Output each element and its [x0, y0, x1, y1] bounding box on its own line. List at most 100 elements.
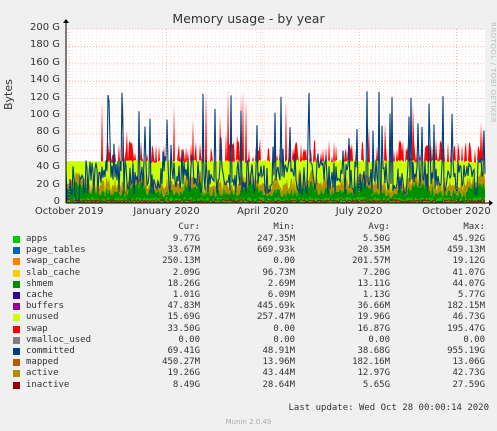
- legend-swatch: [13, 348, 20, 355]
- y-tick-label: 200 G: [29, 22, 60, 33]
- legend-row-page-tables: page_tables 33.67M 669.93k 20.35M 459.13M: [0, 245, 497, 257]
- legend-series-name: vmalloc_used: [26, 334, 92, 345]
- x-tick-label: January 2020: [133, 206, 200, 217]
- legend-cur: 15.69G: [167, 312, 200, 323]
- legend-max: 459.13M: [447, 245, 485, 256]
- legend-header-max: Max:: [463, 222, 485, 232]
- y-tick-label: 160 G: [29, 56, 60, 68]
- legend-avg: 12.97G: [357, 368, 390, 379]
- legend-max: 27.59G: [452, 379, 485, 390]
- legend-cur: 250.13M: [162, 256, 200, 267]
- y-tick-label: 40 G: [36, 161, 60, 173]
- legend-series-name: inactive: [26, 379, 70, 390]
- legend-header: Cur: Min: Avg: Max:: [0, 222, 497, 234]
- chart-area: Memory usage - by year Bytes RRDTOOL / T…: [2, 11, 497, 217]
- legend-row-vmalloc-used: vmalloc_used 0.00 0.00 0.00 0.00: [0, 335, 497, 347]
- legend-swatch: [13, 359, 20, 367]
- y-axis-arrow: [63, 19, 69, 23]
- legend-max: 5.77G: [457, 290, 485, 300]
- legend-max: 955.19G: [447, 346, 485, 356]
- legend-header-min: Min:: [273, 222, 295, 232]
- legend-min: 28.64M: [262, 379, 295, 390]
- legend-cur: 1.01G: [172, 290, 200, 300]
- y-tick-label: 120 G: [29, 91, 60, 103]
- legend-swatch: [13, 303, 20, 311]
- legend-avg: 20.35M: [357, 245, 390, 256]
- line-inactive: [65, 198, 486, 204]
- chart-svg: [63, 19, 493, 206]
- legend-cur: 18.26G: [167, 278, 200, 289]
- legend-min: 669.93k: [257, 245, 295, 256]
- y-tick-label: 140 G: [29, 74, 60, 86]
- legend-series-name: active: [26, 368, 59, 379]
- legend-swatch: [13, 247, 20, 255]
- y-tick-label: 60 G: [36, 143, 60, 155]
- legend-swatch: [13, 269, 20, 277]
- y-tick-label: 0: [53, 196, 60, 207]
- legend-avg: 7.20G: [362, 267, 390, 278]
- legend-cur: 9.77G: [172, 234, 200, 244]
- legend-row-shmem: shmem 18.26G 2.69M 13.11G 44.07G: [0, 279, 497, 291]
- legend-min: 6.09M: [267, 290, 295, 300]
- area-shmem: [66, 179, 485, 202]
- legend-header-cur: Cur:: [178, 222, 200, 232]
- legend-swatch: [13, 280, 20, 288]
- y-tick-label: 20 G: [36, 178, 60, 190]
- legend-series-name: page_tables: [26, 245, 86, 256]
- legend-series-name: swap_cache: [26, 256, 81, 267]
- legend-min: 48.91M: [262, 346, 295, 356]
- legend-row-mapped: mapped 450.27M 13.96M 182.16M 13.06G: [0, 357, 497, 369]
- legend-avg: 182.16M: [352, 357, 390, 368]
- legend-swatch: [13, 370, 20, 378]
- legend-series-name: mapped: [26, 357, 59, 368]
- legend-min: 2.69M: [267, 278, 295, 289]
- y-tick-label: 80 G: [36, 126, 60, 138]
- legend-row-unused: unused 15.69G 257.47M 19.96G 46.73G: [0, 312, 497, 324]
- legend-avg: 19.96G: [357, 312, 390, 323]
- legend-avg: 5.50G: [362, 234, 390, 244]
- legend-avg: 5.65G: [362, 379, 390, 390]
- legend-swatch: [13, 314, 20, 322]
- legend-max: 19.12G: [452, 256, 485, 267]
- legend-min: 96.73M: [262, 267, 295, 278]
- legend-series-name: committed: [26, 346, 75, 356]
- legend-avg: 13.11G: [357, 278, 390, 289]
- x-axis-arrow: [489, 200, 493, 206]
- legend-min: 445.69k: [257, 301, 295, 312]
- legend-avg: 0.00: [368, 334, 390, 345]
- legend-series-name: slab_cache: [26, 267, 81, 278]
- legend-row-buffers: buffers 47.83M 445.69k 36.66M 182.15M: [0, 301, 497, 313]
- legend-min: 247.35M: [257, 234, 295, 244]
- legend-max: 44.07G: [452, 278, 485, 289]
- legend-swatch: [13, 336, 20, 344]
- legend-min: 0.00: [273, 256, 295, 267]
- legend-min: 0.00: [273, 323, 295, 334]
- legend-max: 182.15M: [447, 301, 485, 312]
- legend-series-name: unused: [26, 312, 59, 323]
- legend-row-swap: swap 33.50G 0.00 16.87G 195.47G: [0, 324, 497, 336]
- legend-cur: 47.83M: [167, 301, 200, 312]
- legend-max: 41.07G: [452, 267, 485, 278]
- legend-max: 42.73G: [452, 368, 485, 379]
- legend-swatch: [13, 381, 20, 389]
- legend-min: 0.00: [273, 334, 295, 345]
- y-tick-label: 180 G: [29, 39, 60, 51]
- rrdtool-watermark: RRDTOOL / TOBI OETIKER: [489, 22, 497, 124]
- legend-avg: 36.66M: [357, 301, 390, 312]
- last-update: Last update: Wed Oct 28 00:00:14 2020: [288, 403, 489, 413]
- line-committed: [65, 91, 486, 204]
- legend-cur: 33.67M: [167, 245, 200, 256]
- legend-min: 257.47M: [257, 312, 295, 323]
- legend-cur: 2.09G: [172, 267, 200, 278]
- x-tick-label: October 2020: [422, 206, 491, 217]
- legend-avg: 1.13G: [362, 290, 390, 300]
- chart-title: Memory usage - by year: [172, 11, 325, 26]
- x-tick-label: April 2020: [237, 206, 289, 217]
- legend-series-name: apps: [26, 234, 48, 244]
- legend-series-name: shmem: [26, 278, 54, 289]
- legend-row-apps: apps 9.77G 247.35M 5.50G 45.92G: [0, 234, 497, 246]
- legend-avg: 38.68G: [357, 346, 390, 356]
- legend-avg: 16.87G: [357, 323, 390, 334]
- legend-max: 195.47G: [447, 323, 485, 334]
- legend-row-swap-cache: swap_cache 250.13M 0.00 201.57M 19.12G: [0, 256, 497, 268]
